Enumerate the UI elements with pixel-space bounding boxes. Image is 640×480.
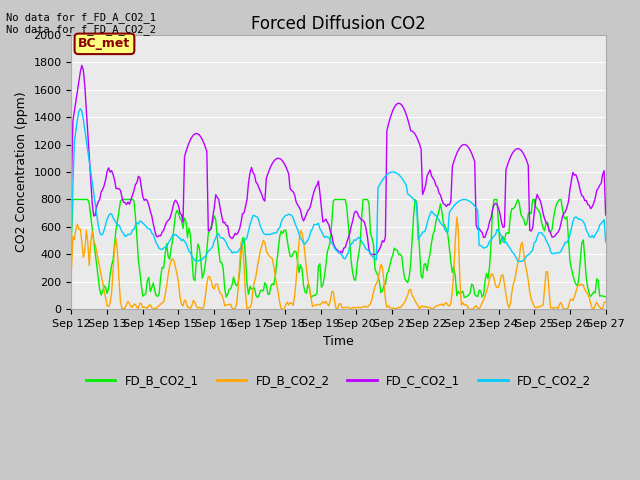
FD_C_CO2_1: [602, 212, 609, 218]
FD_B_CO2_2: [244, 305, 252, 311]
FD_C_CO2_1: [68, 184, 76, 190]
FD_C_CO2_2: [602, 239, 609, 245]
Text: No data for f_FD_A_CO2_1
No data for f_FD_A_CO2_2: No data for f_FD_A_CO2_1 No data for f_F…: [6, 12, 156, 36]
FD_C_CO2_1: [78, 62, 86, 68]
Title: Forced Diffusion CO2: Forced Diffusion CO2: [251, 15, 426, 33]
Line: FD_C_CO2_1: FD_C_CO2_1: [72, 65, 605, 254]
FD_C_CO2_2: [248, 217, 255, 223]
FD_B_CO2_2: [575, 282, 582, 288]
FD_B_CO2_2: [602, 299, 609, 305]
FD_B_CO2_1: [228, 282, 236, 288]
FD_C_CO2_2: [575, 216, 582, 222]
FD_C_CO2_2: [68, 228, 76, 234]
Line: FD_B_CO2_1: FD_B_CO2_1: [72, 200, 605, 298]
FD_B_CO2_1: [134, 257, 142, 263]
X-axis label: Time: Time: [323, 335, 354, 348]
FD_C_CO2_1: [246, 170, 254, 176]
FD_B_CO2_1: [246, 284, 254, 289]
FD_B_CO2_1: [69, 197, 77, 203]
FD_B_CO2_1: [575, 276, 582, 282]
FD_B_CO2_1: [303, 290, 310, 296]
Legend: FD_B_CO2_1, FD_B_CO2_2, FD_C_CO2_1, FD_C_CO2_2: FD_B_CO2_1, FD_B_CO2_2, FD_C_CO2_1, FD_C…: [81, 369, 596, 392]
FD_C_CO2_2: [304, 237, 312, 243]
FD_C_CO2_1: [367, 252, 374, 257]
FD_B_CO2_1: [602, 294, 609, 300]
FD_B_CO2_2: [133, 304, 141, 310]
FD_B_CO2_2: [453, 215, 461, 220]
FD_B_CO2_1: [255, 293, 263, 299]
FD_C_CO2_2: [77, 106, 84, 111]
FD_C_CO2_1: [134, 173, 142, 179]
FD_C_CO2_2: [134, 221, 142, 227]
FD_C_CO2_2: [230, 249, 237, 255]
Y-axis label: CO2 Concentration (ppm): CO2 Concentration (ppm): [15, 92, 28, 252]
Line: FD_B_CO2_2: FD_B_CO2_2: [72, 217, 605, 309]
Line: FD_C_CO2_2: FD_C_CO2_2: [72, 108, 605, 261]
FD_C_CO2_1: [575, 181, 582, 187]
FD_B_CO2_1: [68, 235, 76, 241]
FD_B_CO2_2: [467, 306, 474, 312]
FD_B_CO2_2: [301, 252, 309, 258]
FD_B_CO2_1: [307, 295, 315, 300]
FD_B_CO2_2: [227, 301, 234, 307]
FD_C_CO2_2: [257, 224, 264, 229]
Text: BC_met: BC_met: [78, 37, 131, 50]
FD_B_CO2_2: [68, 268, 76, 274]
FD_B_CO2_2: [253, 263, 261, 269]
FD_C_CO2_2: [193, 258, 200, 264]
FD_C_CO2_1: [228, 236, 236, 241]
FD_C_CO2_1: [255, 185, 263, 191]
FD_C_CO2_1: [303, 211, 310, 217]
